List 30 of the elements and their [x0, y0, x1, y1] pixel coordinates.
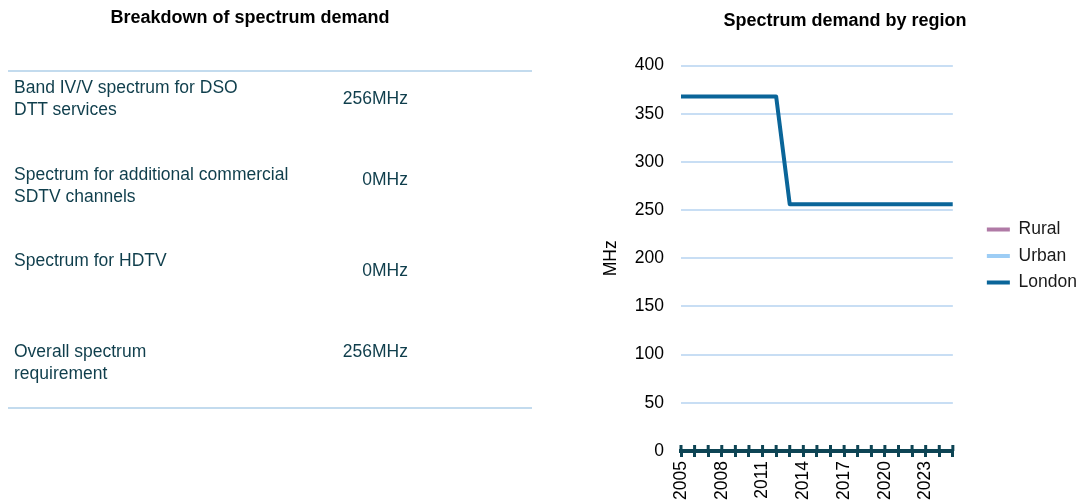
legend-label: Urban — [1018, 244, 1067, 265]
text: Spectrum for HDTV — [14, 249, 168, 271]
x-tick-label: 2017 — [832, 461, 853, 500]
x-tick-label: 2005 — [669, 461, 690, 500]
text: Spectrum for additional commercial SDTV channels — [14, 163, 290, 207]
y-tick-label: 200 — [634, 247, 665, 268]
text: 0MHz — [361, 168, 408, 190]
text: 0MHz — [361, 259, 408, 281]
text: 256MHz — [341, 340, 408, 362]
text: Overall spectrum requirement — [14, 340, 148, 384]
legend-label: London — [1018, 271, 1078, 292]
text: Breakdown of spectrum demand — [109, 6, 391, 28]
y-tick-label: 350 — [634, 102, 665, 123]
y-axis-title: MHz — [600, 240, 621, 277]
x-tick-label: 2008 — [710, 461, 731, 500]
y-tick-label: 50 — [644, 391, 665, 412]
y-tick-label: 250 — [634, 198, 665, 219]
y-tick-label: 0 — [654, 439, 665, 460]
y-tick-label: 400 — [634, 54, 665, 75]
y-tick-label: 100 — [634, 343, 665, 364]
chart-title: Spectrum demand by region — [723, 9, 967, 30]
x-tick-label: 2020 — [873, 460, 894, 500]
y-tick-label: 150 — [634, 295, 665, 316]
legend-label: Rural — [1018, 218, 1061, 239]
x-tick-label: 2023 — [914, 461, 935, 500]
y-tick-label: 300 — [634, 150, 665, 171]
text: Band IV/V spectrum for DSO DTT services — [14, 76, 239, 120]
x-tick-label: 2011 — [751, 461, 772, 499]
text: 256MHz — [341, 87, 408, 109]
x-tick-label: 2014 — [792, 460, 813, 500]
